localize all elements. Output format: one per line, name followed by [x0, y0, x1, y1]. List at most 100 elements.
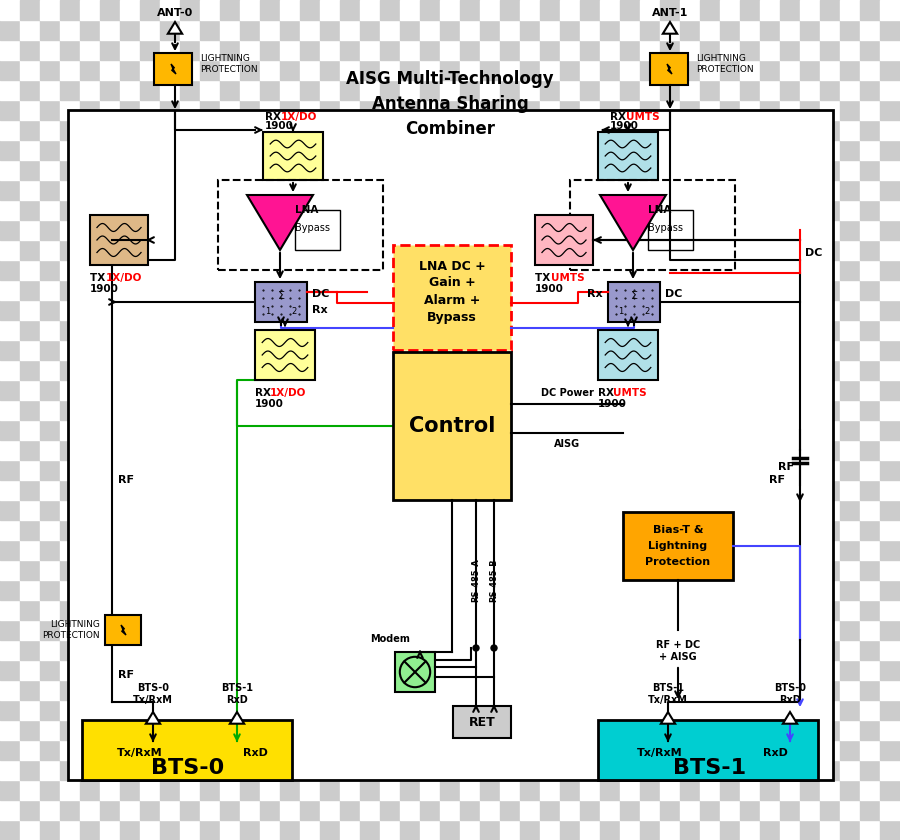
Bar [420, 780, 440, 800]
Bar [600, 20, 620, 40]
Bar [240, 80, 260, 100]
Bar [140, 560, 160, 580]
Bar [140, 180, 160, 200]
Bar [220, 380, 240, 400]
Bar [720, 820, 740, 840]
Text: RF: RF [118, 670, 134, 680]
Bar [220, 240, 240, 260]
Bar [640, 760, 660, 780]
Bar [240, 520, 260, 540]
Bar [260, 280, 280, 300]
Bar [720, 640, 740, 660]
Bar [220, 620, 240, 640]
Bar [360, 600, 380, 620]
Bar [263, 132, 323, 180]
Bar [580, 520, 600, 540]
Bar [700, 520, 720, 540]
Bar [540, 80, 560, 100]
Bar [180, 260, 200, 280]
Bar [840, 120, 860, 140]
Bar [540, 160, 560, 180]
Bar [600, 560, 620, 580]
Bar [60, 700, 80, 720]
Bar [600, 300, 620, 320]
Bar [420, 200, 440, 220]
Bar [500, 220, 520, 240]
Bar [300, 460, 320, 480]
Bar [380, 780, 400, 800]
Bar [720, 320, 740, 340]
Bar [260, 820, 280, 840]
Bar [340, 100, 360, 120]
Bar [560, 820, 580, 840]
Bar [580, 780, 600, 800]
Bar [560, 100, 580, 120]
Bar [420, 500, 440, 520]
Bar [720, 540, 740, 560]
Text: Lightning: Lightning [648, 541, 707, 551]
Bar [620, 540, 640, 560]
Bar [480, 520, 500, 540]
Bar [720, 800, 740, 820]
Bar [360, 700, 380, 720]
Bar [380, 620, 400, 640]
Bar [240, 660, 260, 680]
Bar [100, 400, 120, 420]
Text: RF: RF [118, 475, 134, 485]
Bar [20, 440, 40, 460]
Bar [560, 460, 580, 480]
Text: RF + DC
+ AISG: RF + DC + AISG [656, 640, 700, 662]
Bar [800, 0, 820, 20]
Bar [420, 380, 440, 400]
Bar [680, 520, 700, 540]
Bar [400, 300, 420, 320]
Bar [180, 420, 200, 440]
Bar [40, 480, 60, 500]
Bar [100, 740, 120, 760]
Bar [180, 480, 200, 500]
Bar [760, 540, 780, 560]
Bar [840, 20, 860, 40]
Bar [700, 320, 720, 340]
Bar [700, 640, 720, 660]
Bar [760, 640, 780, 660]
Bar [480, 780, 500, 800]
Bar [440, 300, 460, 320]
Bar [0, 440, 20, 460]
Bar [640, 200, 660, 220]
Bar [200, 20, 220, 40]
Bar [120, 260, 140, 280]
Bar [880, 60, 900, 80]
Bar [80, 300, 100, 320]
Bar [440, 360, 460, 380]
Bar [820, 600, 840, 620]
Bar [400, 320, 420, 340]
Bar [780, 400, 800, 420]
Bar [220, 480, 240, 500]
Bar [380, 460, 400, 480]
Bar [20, 680, 40, 700]
Bar [660, 620, 680, 640]
Bar [840, 240, 860, 260]
Bar [360, 520, 380, 540]
Bar [680, 420, 700, 440]
Bar [740, 640, 760, 660]
Bar [640, 800, 660, 820]
Bar [640, 500, 660, 520]
Bar [760, 360, 780, 380]
Bar [240, 220, 260, 240]
Bar [260, 380, 280, 400]
Bar [500, 360, 520, 380]
Text: RF: RF [778, 462, 794, 472]
Bar [240, 700, 260, 720]
Bar [320, 460, 340, 480]
Bar [700, 280, 720, 300]
Bar [620, 220, 640, 240]
Bar [20, 560, 40, 580]
Bar [160, 520, 180, 540]
Bar [400, 700, 420, 720]
Bar [700, 720, 720, 740]
Bar [300, 380, 320, 400]
Bar [140, 300, 160, 320]
Bar [600, 120, 620, 140]
